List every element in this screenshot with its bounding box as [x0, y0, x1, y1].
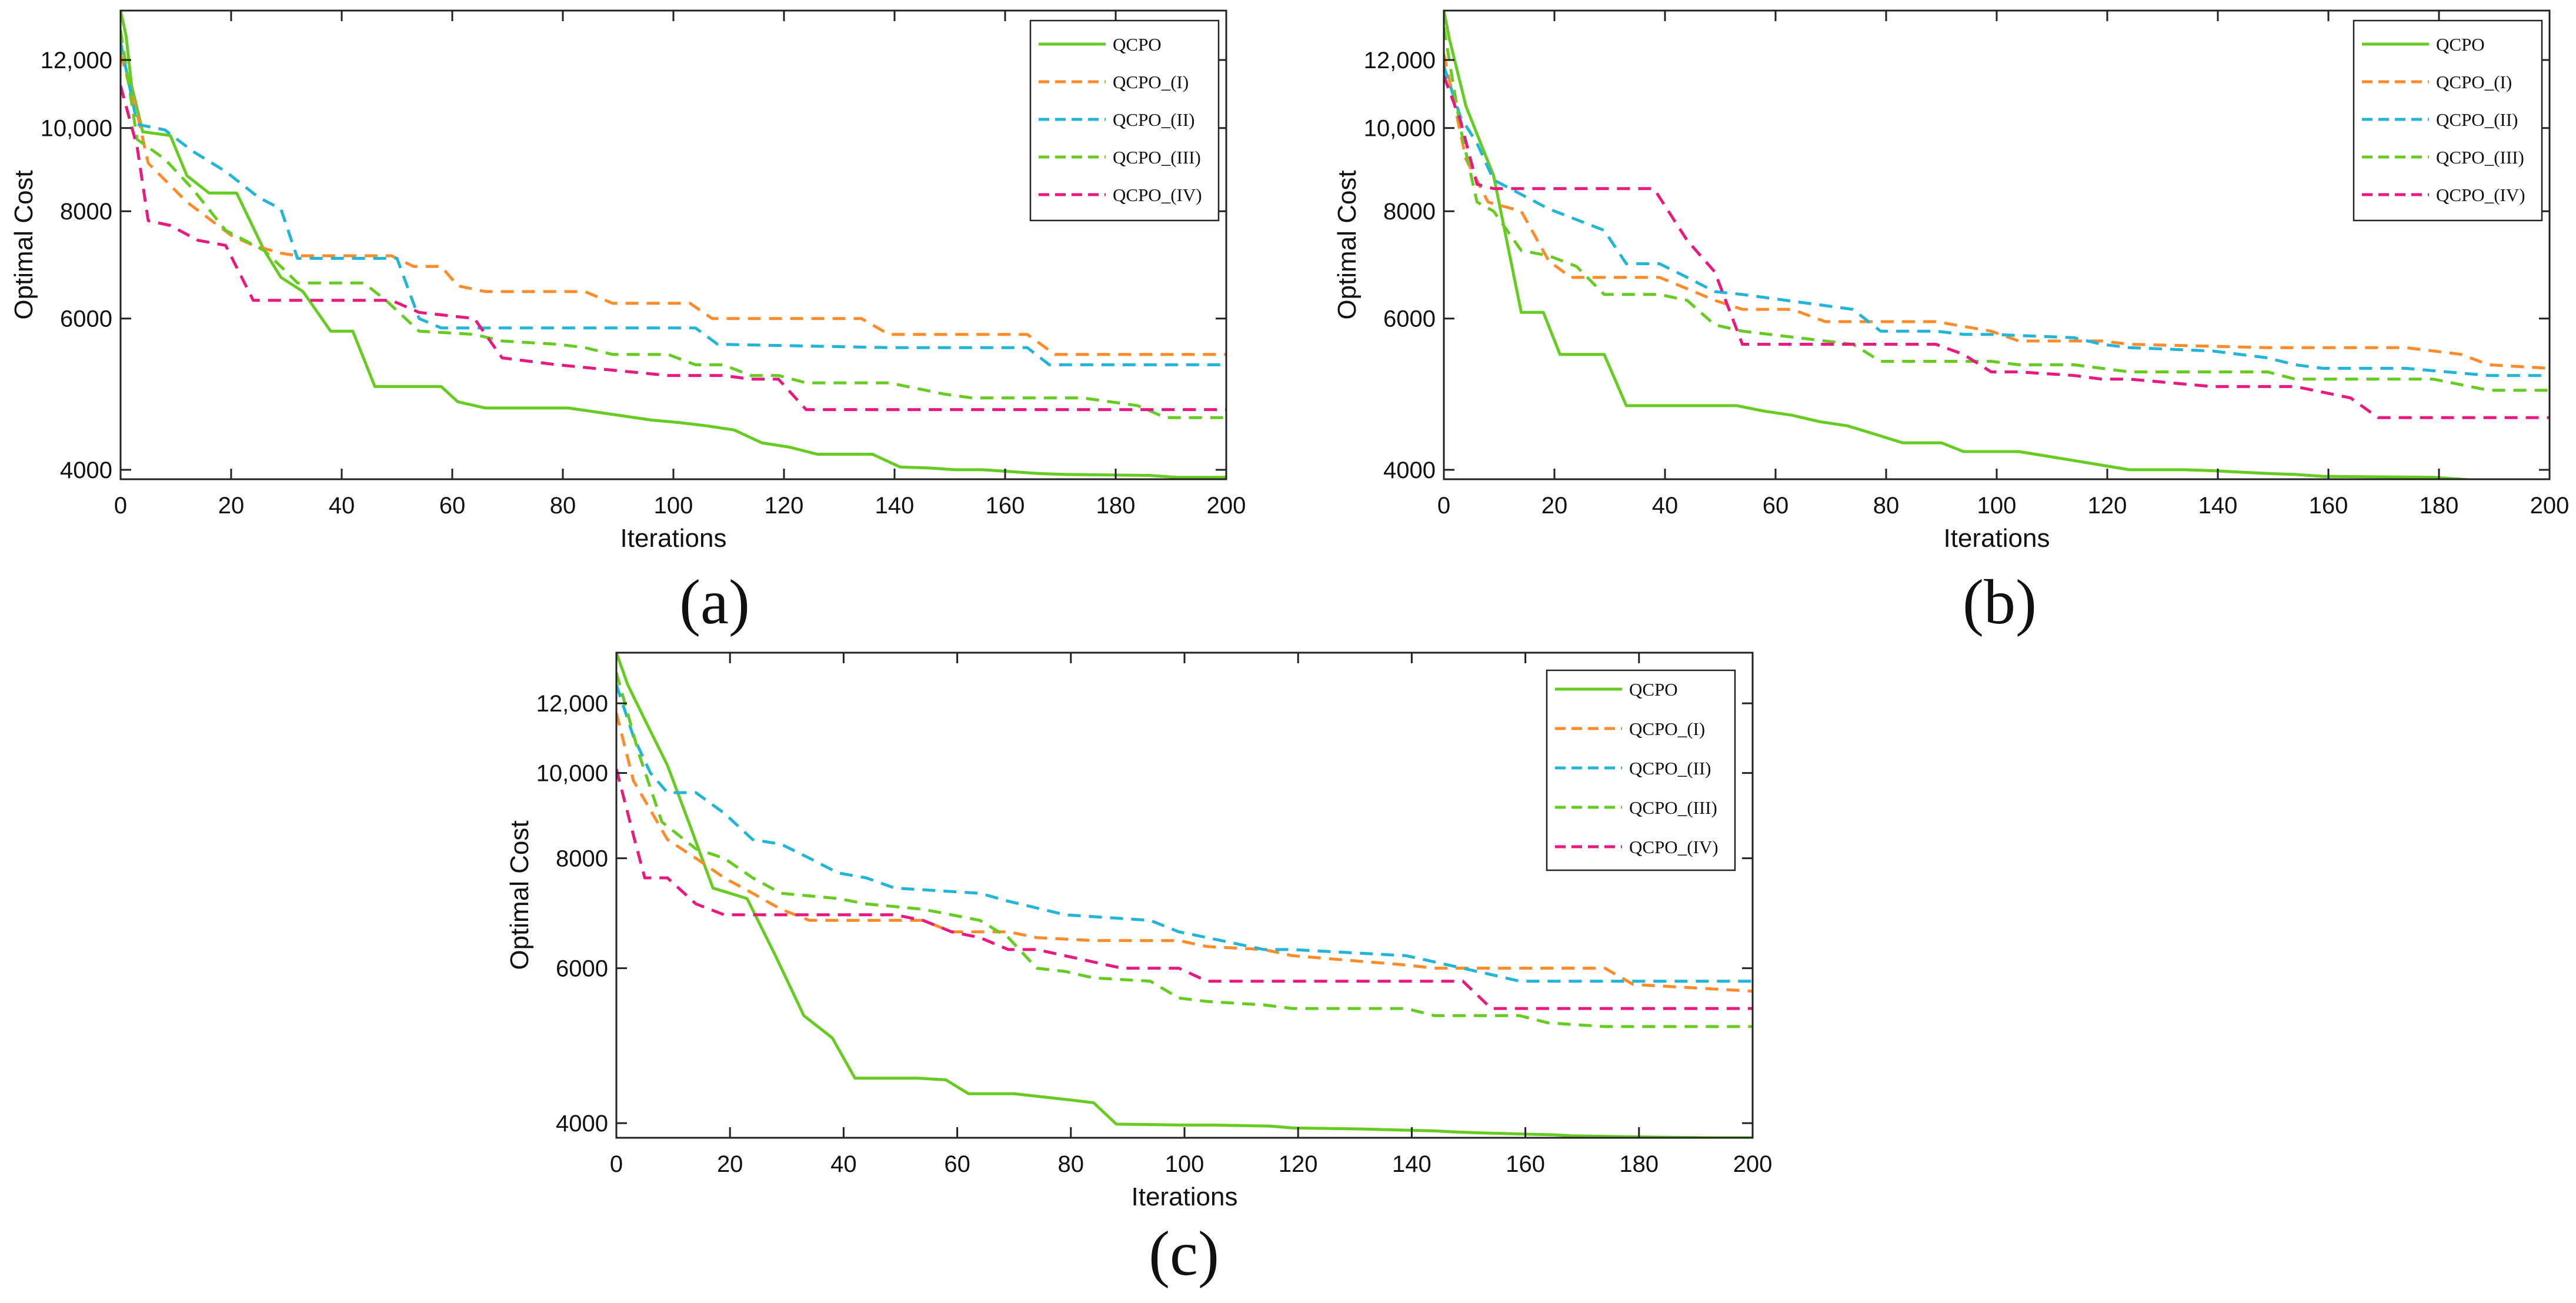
legend-label: QCPO_(II): [1113, 109, 1195, 130]
y-tick-label: 10,000: [1364, 116, 1436, 142]
y-tick-label: 10,000: [41, 116, 112, 142]
x-tick-label: 0: [610, 1151, 623, 1177]
legend-label: QCPO_(I): [1113, 72, 1189, 92]
y-tick-label: 6000: [60, 306, 112, 332]
y-tick-label: 8000: [556, 846, 608, 872]
x-tick-label: 180: [1619, 1151, 1659, 1177]
y-tick-label: 4000: [60, 457, 112, 483]
legend-label: QCPO_(III): [1629, 797, 1717, 818]
y-axis-label: Optimal Cost: [505, 820, 534, 970]
series-line-qcpo-ii-: [1444, 65, 2550, 377]
x-tick-label: 80: [1058, 1151, 1085, 1177]
y-axis-label: Optimal Cost: [9, 170, 38, 319]
x-tick-label: 100: [1165, 1151, 1204, 1177]
x-tick-label: 120: [1279, 1151, 1318, 1177]
x-tick-label: 200: [1733, 1151, 1773, 1177]
x-tick-label: 180: [1096, 493, 1136, 519]
legend-label: QCPO: [1629, 679, 1678, 700]
chart-panel-2: 0 20 40 60 80 100 120 140 160 180 200 4000 6000 8000 1…: [1333, 9, 2570, 637]
x-tick-label: 20: [218, 493, 245, 519]
chart-panel-3: 0 20 40 60 80 100 120 140 160 180 200 4000 6000 8000 1…: [505, 652, 1773, 1289]
panel-caption: (b): [1963, 567, 2037, 637]
x-tick-label: 140: [2198, 493, 2238, 519]
y-tick-label: 6000: [1383, 306, 1436, 332]
x-tick-label: 0: [114, 493, 127, 519]
x-tick-label: 20: [1541, 493, 1568, 519]
legend-label: QCPO_(I): [2436, 72, 2512, 92]
legend: QCPO QCPO_(I) QCPO_(II) QCPO_(III) QCPO_(IV): [2353, 19, 2543, 222]
x-axis-label: Iterations: [1132, 1182, 1238, 1211]
x-tick-label: 120: [2088, 493, 2127, 519]
y-tick-label: 12,000: [1364, 48, 1436, 73]
panel-caption: (a): [679, 567, 750, 637]
legend-label: QCPO_(II): [2436, 109, 2518, 130]
series-line-qcpo-i-: [1444, 54, 2550, 370]
x-tick-label: 80: [550, 493, 576, 519]
series-line-qcpo-ii-: [121, 41, 1226, 366]
series-line-qcpo: [121, 11, 1226, 479]
x-tick-label: 40: [830, 1151, 857, 1177]
legend-label: QCPO_(IV): [1113, 185, 1202, 205]
legend-label: QCPO: [1113, 34, 1162, 55]
legend-box: [1546, 669, 1736, 871]
x-tick-label: 200: [2530, 493, 2570, 519]
x-axis-label: Iterations: [620, 524, 727, 553]
y-tick-label: 4000: [556, 1111, 608, 1137]
legend-label: QCPO_(I): [1629, 719, 1705, 739]
x-tick-label: 140: [875, 493, 915, 519]
panel-caption: (c): [1149, 1219, 1219, 1289]
y-tick-label: 12,000: [41, 48, 112, 73]
series-line-qcpo-i-: [616, 712, 1753, 993]
series-group: [616, 653, 1753, 1138]
x-tick-label: 0: [1437, 493, 1450, 519]
x-tick-label: 40: [329, 493, 355, 519]
x-tick-label: 160: [1506, 1151, 1545, 1177]
x-tick-label: 140: [1392, 1151, 1432, 1177]
x-tick-label: 160: [986, 493, 1025, 519]
x-tick-label: 20: [717, 1151, 743, 1177]
x-tick-label: 200: [1207, 493, 1246, 519]
x-tick-label: 160: [2309, 493, 2348, 519]
series-line-qcpo-iv-: [1444, 75, 2550, 419]
y-tick-label: 12,000: [536, 691, 608, 717]
series-group: [1444, 11, 2550, 479]
series-line-qcpo-iii-: [121, 29, 1226, 419]
x-tick-label: 40: [1652, 493, 1679, 519]
x-tick-label: 80: [1873, 493, 1900, 519]
series-line-qcpo: [1444, 11, 2482, 479]
legend-label: QCPO: [2436, 34, 2485, 55]
series-line-qcpo-iv-: [616, 769, 1753, 1010]
y-tick-label: 8000: [60, 199, 112, 225]
series-line-qcpo-ii-: [616, 684, 1753, 983]
series-line-qcpo-iv-: [121, 85, 1226, 412]
y-tick-label: 4000: [1383, 457, 1436, 483]
y-tick-label: 6000: [556, 956, 608, 982]
legend: QCPO QCPO_(I) QCPO_(II) QCPO_(III) QCPO_(IV): [1029, 19, 1220, 222]
legend-label: QCPO_(III): [1113, 147, 1201, 168]
legend-label: QCPO_(II): [1629, 758, 1711, 779]
series-line-qcpo: [616, 653, 1753, 1138]
x-tick-label: 60: [1763, 493, 1789, 519]
legend: QCPO QCPO_(I) QCPO_(II) QCPO_(III) QCPO_(IV): [1546, 669, 1736, 871]
x-tick-label: 100: [654, 493, 693, 519]
y-tick-label: 10,000: [536, 761, 608, 787]
series-line-qcpo-iii-: [616, 672, 1753, 1028]
x-tick-label: 100: [1977, 493, 2017, 519]
y-tick-label: 8000: [1383, 199, 1436, 225]
legend-label: QCPO_(IV): [1629, 837, 1719, 857]
legend-label: QCPO_(IV): [2436, 185, 2525, 205]
legend-label: QCPO_(III): [2436, 147, 2524, 168]
y-axis-label: Optimal Cost: [1333, 170, 1362, 319]
x-axis-label: Iterations: [1944, 524, 2050, 553]
x-tick-label: 180: [2420, 493, 2459, 519]
x-tick-label: 60: [944, 1151, 970, 1177]
series-group: [121, 11, 1226, 479]
chart-panel-1: 0 20 40 60 80 100 120 140 160 180 200 4000 6000 8000 1…: [9, 9, 1246, 637]
x-tick-label: 60: [439, 493, 466, 519]
x-tick-label: 120: [765, 493, 804, 519]
